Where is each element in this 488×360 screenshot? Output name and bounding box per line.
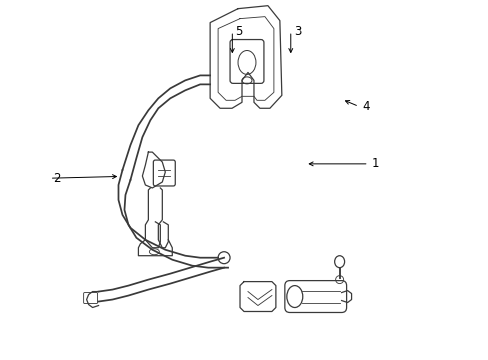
Text: 5: 5 [235, 25, 242, 38]
Text: 4: 4 [361, 100, 369, 113]
Text: 3: 3 [293, 25, 301, 38]
Text: 2: 2 [53, 172, 60, 185]
Text: 1: 1 [371, 157, 378, 170]
